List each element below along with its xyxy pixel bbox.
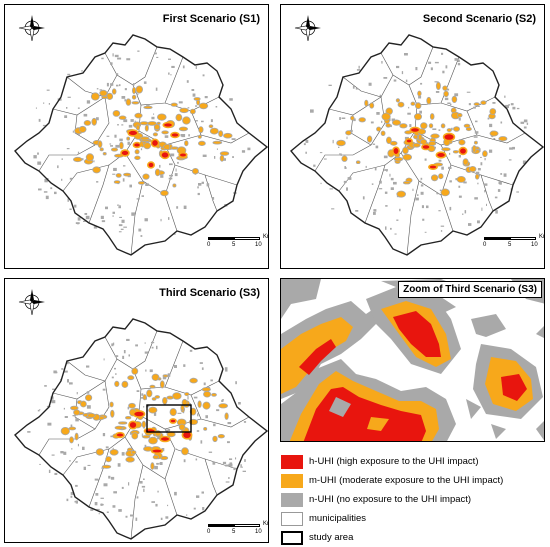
scale-tick: 5	[232, 242, 236, 248]
scale-unit: Km	[539, 234, 544, 240]
scale-tick: 0	[207, 529, 211, 535]
legend-swatch	[281, 512, 303, 526]
scale-tick: 0	[483, 242, 487, 248]
legend-label: municipalities	[309, 513, 367, 524]
map-panel-s2: Second Scenario (S2) Km 0 5 10	[280, 4, 545, 269]
scale-tick: 10	[531, 242, 538, 248]
scale-tick: 5	[232, 529, 236, 535]
scenario-map-s3	[14, 318, 268, 540]
scenario-map-s1	[14, 34, 268, 256]
legend-item-h-uhi: h-UHI (high exposure to the UHI impact)	[281, 455, 546, 471]
legend-item-n-uhi: n-UHI (no exposure to the UHI impact)	[281, 493, 546, 509]
map-panel-s1: First Scenario (S1) Km 0 5 10	[4, 4, 269, 269]
legend-swatch	[281, 455, 303, 469]
zoom-map	[281, 279, 544, 441]
legend-label: study area	[309, 532, 354, 543]
legend-item-study-area: study area	[281, 531, 546, 547]
scale-tick: 0	[207, 242, 211, 248]
legend-item-municipalities: municipalities	[281, 512, 546, 528]
panel-title: First Scenario (S1)	[162, 13, 260, 25]
legend-item-m-uhi: m-UHI (moderate exposure to the UHI impa…	[281, 474, 546, 490]
scale-tick: 10	[255, 242, 262, 248]
map-panel-s3: Third Scenario (S3) Km 0 5 10	[4, 278, 269, 543]
panel-title: Third Scenario (S3)	[159, 287, 260, 299]
legend-swatch	[281, 474, 303, 488]
legend-label: h-UHI (high exposure to the UHI impact)	[309, 456, 479, 467]
panel-title: Second Scenario (S2)	[422, 13, 536, 25]
scale-tick: 5	[508, 242, 512, 248]
legend-label: m-UHI (moderate exposure to the UHI impa…	[309, 475, 504, 486]
zoom-panel: Zoom of Third Scenario (S3)	[280, 278, 545, 442]
scale-unit: Km	[263, 521, 268, 527]
scale-tick: 10	[255, 529, 262, 535]
legend-swatch	[281, 531, 303, 545]
scale-unit: Km	[263, 234, 268, 240]
legend-label: n-UHI (no exposure to the UHI impact)	[309, 494, 472, 505]
zoom-panel-title: Zoom of Third Scenario (S3)	[398, 281, 542, 298]
legend-swatch	[281, 493, 303, 507]
scenario-map-s2	[290, 34, 544, 256]
